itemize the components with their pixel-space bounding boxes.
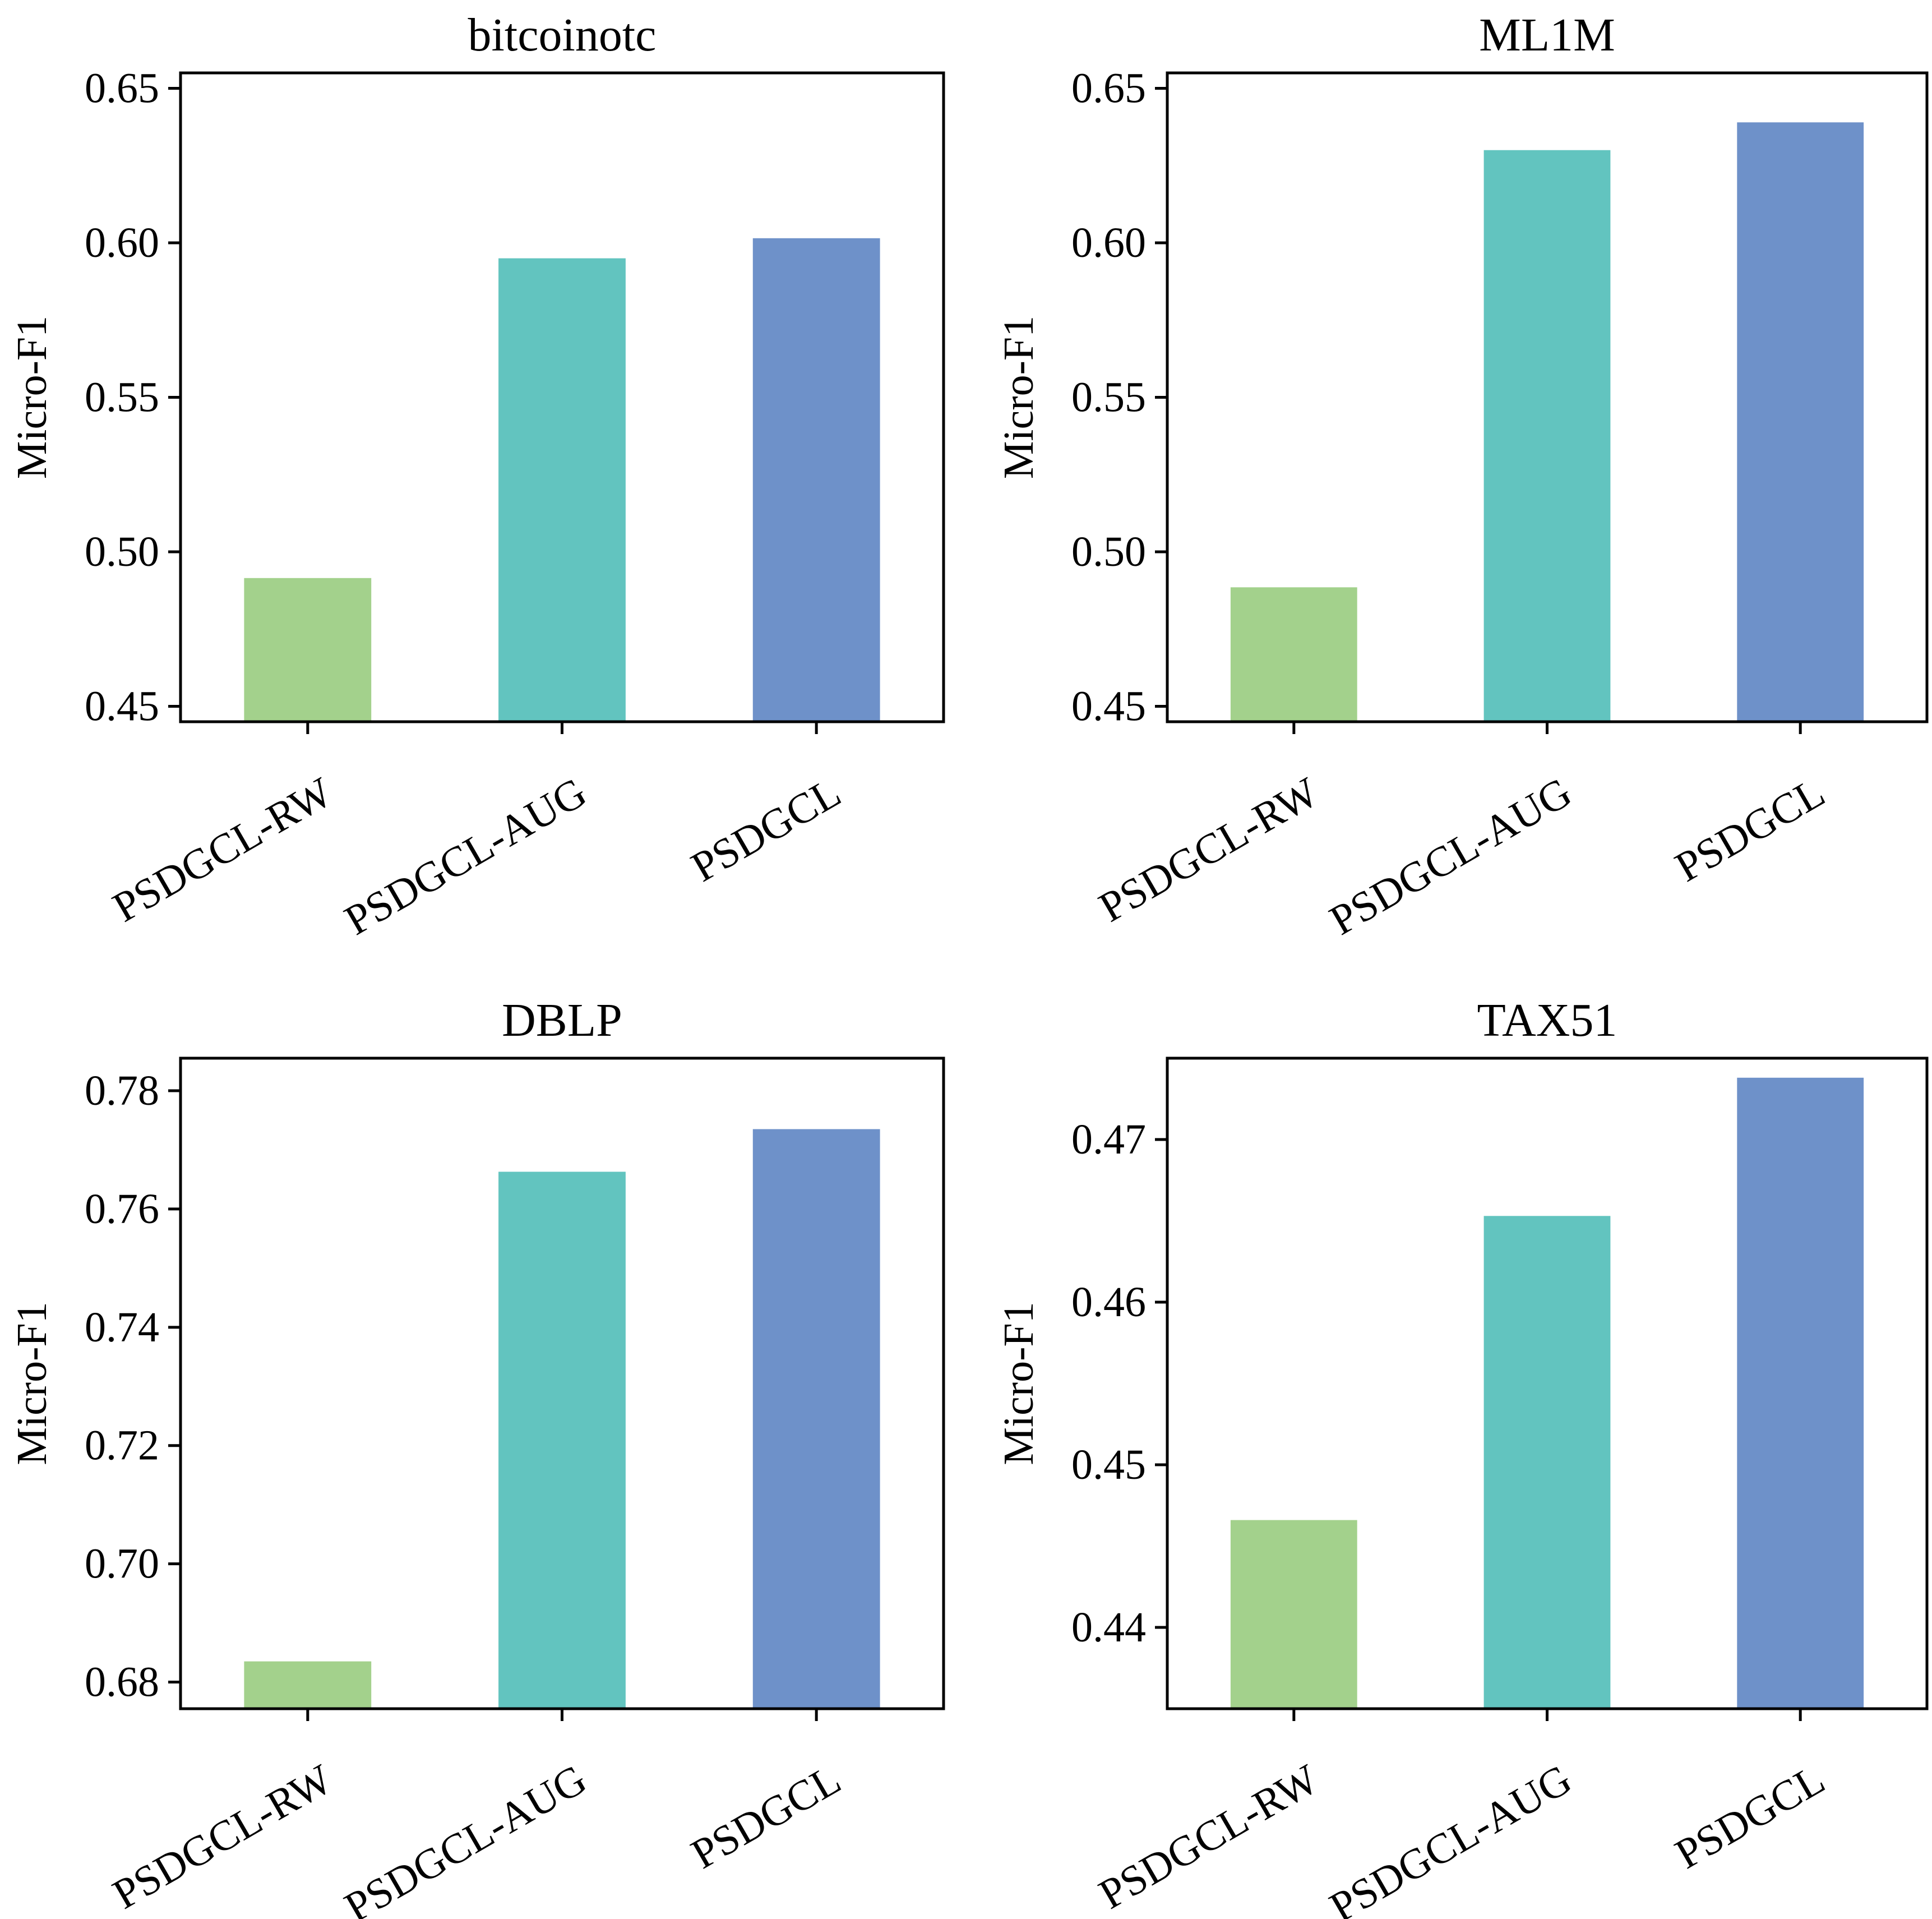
chart-title: TAX51 [1477,994,1617,1046]
bar-psdgcl-rw[interactable] [1230,1520,1357,1709]
y-tick-label: 0.70 [85,1540,159,1588]
bar-psdgcl[interactable] [1737,1077,1864,1709]
bar-psdgcl-rw[interactable] [1230,587,1357,722]
y-tick-label: 0.55 [1071,374,1146,421]
y-axis-label: Micro-F1 [8,1302,56,1465]
y-tick-label: 0.65 [1071,65,1146,112]
x-tick-label: PSDGCL-RW [1091,768,1326,931]
x-tick-label: PSDGCL-RW [105,1755,340,1918]
bar-psdgcl-rw[interactable] [244,578,372,722]
chart-title: ML1M [1479,9,1615,61]
bar-psdgcl-rw[interactable] [244,1661,372,1709]
y-tick-label: 0.55 [85,374,159,421]
y-tick-label: 0.76 [85,1185,159,1233]
bar-psdgcl[interactable] [752,238,880,722]
y-tick-label: 0.44 [1071,1604,1146,1651]
x-tick-label: PSDGCL [1667,768,1832,891]
y-tick-label: 0.65 [85,65,159,112]
bar-psdgcl-aug[interactable] [498,1171,626,1709]
y-tick-label: 0.47 [1071,1116,1146,1163]
y-tick-label: 0.72 [85,1422,159,1469]
bar-psdgcl[interactable] [752,1129,880,1709]
y-tick-label: 0.45 [85,682,159,730]
x-tick-label: PSDGCL-AUG [1322,768,1579,944]
y-tick-label: 0.45 [1071,682,1146,730]
x-tick-label: PSDGCL-AUG [1322,1755,1579,1919]
y-tick-label: 0.60 [1071,219,1146,266]
chart-title: DBLP [502,994,622,1046]
y-axis-label: Micro-F1 [995,1302,1042,1465]
x-tick-label: PSDGCL-RW [105,768,340,931]
x-tick-label: PSDGCL [683,1755,848,1878]
bar-psdgcl-aug[interactable] [498,258,626,722]
x-tick-label: PSDGCL [1667,1755,1832,1878]
chart-panel-2: 0.68 0.70 0.72 0.74 0.76 0.78 PSDGCL-RWPSDGCL-… [8,994,945,1919]
y-tick-label: 0.50 [1071,528,1146,575]
bar-psdgcl[interactable] [1737,122,1864,722]
y-axis-label: Micro-F1 [995,316,1042,479]
y-tick-label: 0.50 [85,528,159,575]
x-tick-label: PSDGCL-AUG [337,1755,594,1919]
y-tick-label: 0.78 [85,1067,159,1114]
x-tick-label: PSDGCL-AUG [337,768,594,944]
y-axis-label: Micro-F1 [8,316,56,479]
y-tick-label: 0.60 [85,219,159,266]
y-tick-label: 0.46 [1071,1279,1146,1326]
x-tick-label: PSDGCL [683,768,848,891]
x-tick-label: PSDGCL-RW [1091,1755,1326,1918]
bar-psdgcl-aug[interactable] [1483,150,1611,722]
y-tick-label: 0.68 [85,1659,159,1706]
y-tick-label: 0.45 [1071,1441,1146,1488]
y-tick-label: 0.74 [85,1304,159,1351]
chart-title: bitcoinotc [468,9,657,61]
bar-psdgcl-aug[interactable] [1483,1216,1611,1709]
